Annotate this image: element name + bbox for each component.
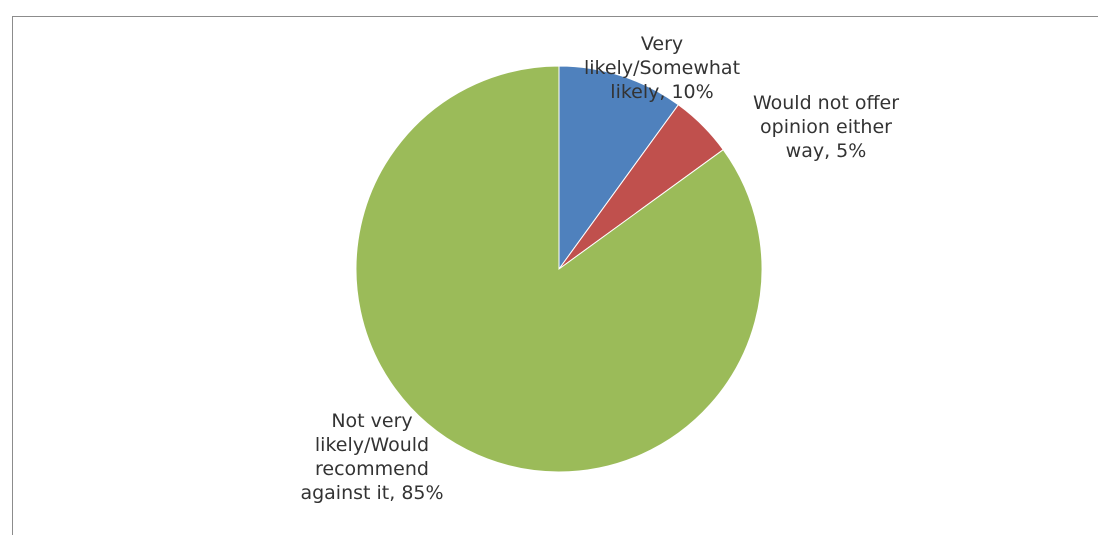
pie-slice-label-line: likely/Would [315, 434, 429, 456]
pie-slice-label-line: likely/Somewhat [584, 57, 740, 79]
pie-slice-label-line: way, 5% [786, 140, 867, 162]
pie-slice-label-1: Very likely/Somewhat likely, 10% [584, 33, 740, 103]
pie-slice-label-line: Would not offer [753, 92, 899, 114]
pie-slice-label-line: likely, 10% [610, 81, 713, 103]
pie-slice-label-3: Not very likely/Would recommend against it,… [300, 410, 443, 504]
pie-slice-label-line: Very [641, 33, 683, 55]
pie-slices [355, 65, 763, 473]
chart-title-strip [0, 0, 1099, 16]
pie-slice-label-line: opinion either [760, 116, 892, 138]
pie-slice-3 [355, 65, 763, 473]
pie-slice-label-line: recommend [315, 458, 429, 480]
chart-frame [12, 16, 1098, 535]
pie-slice-label-line: against it, 85% [300, 482, 443, 504]
pie-slice-1 [558, 65, 680, 271]
pie-slice-label-line: Not very [331, 410, 412, 432]
pie-labels: Very likely/Somewhat likely, 10% Would not … [300, 33, 899, 504]
pie-slice-label-2: Would not offer opinion either way, 5% [753, 92, 899, 162]
